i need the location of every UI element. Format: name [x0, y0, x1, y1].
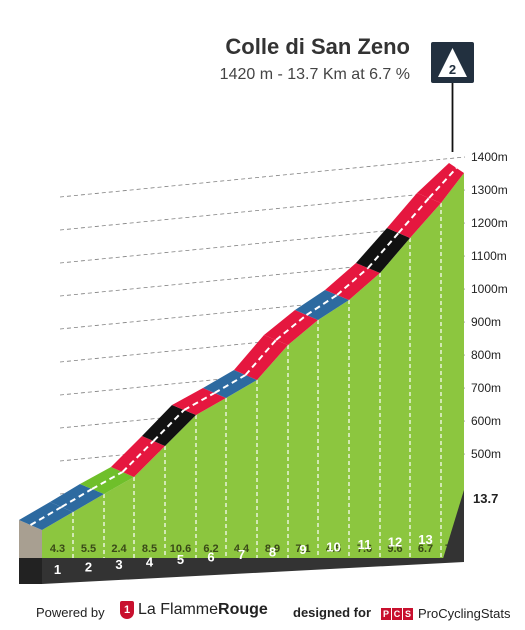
km-label: 9: [299, 542, 306, 557]
la-flamme-rouge-icon: 1: [120, 601, 134, 619]
climb-title: Colle di San Zeno: [225, 34, 410, 59]
base-strip: [42, 558, 464, 584]
total-distance-label: 13.7: [473, 491, 498, 506]
road-centerline: [183, 392, 215, 411]
altitude-gridline: [59, 189, 466, 231]
road-centerline: [367, 232, 400, 269]
road-centerline: [213, 374, 247, 394]
designed-for-text: designed for: [293, 605, 372, 620]
gradient-label: 6.7: [418, 543, 433, 555]
altitude-label: 500m: [471, 447, 501, 461]
profile-start-face: [19, 520, 42, 558]
altitude-label: 1000m: [471, 282, 508, 296]
km-label: 13: [418, 532, 432, 547]
powered-by-text: Powered by: [36, 605, 105, 620]
km-label: 4: [146, 555, 154, 570]
km-label: 7: [238, 547, 245, 562]
gradient-label: 4.4: [234, 543, 250, 555]
road-centerline: [29, 506, 63, 526]
altitude-label: 1100m: [471, 249, 507, 263]
road-centerline: [91, 471, 123, 490]
km-label: 8: [269, 545, 276, 560]
km-divider-lines: [72, 203, 442, 558]
altitude-label: 800m: [471, 348, 501, 362]
road-centerline: [244, 339, 277, 376]
km-label: 5: [177, 552, 184, 567]
gradient-label: 5.5: [81, 543, 96, 555]
gradient-label: 4.3: [50, 543, 65, 555]
gradient-label: 2.4: [111, 543, 127, 555]
gradient-label: 10.6: [170, 543, 191, 555]
road-centerline: [336, 267, 369, 296]
lfr-name-light: La Flamme: [138, 601, 219, 619]
pcs-name: ProCyclingStats: [418, 606, 511, 622]
profile-base: [19, 490, 464, 584]
altitude-label: 1400m: [471, 150, 508, 164]
gradient-label: 9.6: [387, 543, 402, 555]
pcs-letter-p: P: [381, 607, 391, 620]
profile-front-face: [42, 173, 464, 558]
base-side: [19, 558, 42, 584]
km-label: 6: [207, 550, 214, 565]
category-number: 2: [449, 62, 456, 77]
footer: Powered by 1 La FlammeRouge designed for …: [0, 600, 525, 626]
climb-subtitle: 1420 m - 13.7 Km at 6.7 %: [219, 66, 410, 83]
altitude-label: 1300m: [471, 183, 508, 197]
altitude-label: 700m: [471, 381, 501, 395]
km-label: 12: [388, 535, 402, 550]
road-centerline: [60, 488, 93, 508]
altitude-labels: 500m 600m 700m 800m 900m 1000m 1100m 1200m 1300m…: [471, 150, 508, 461]
gradient-label: 8.9: [265, 543, 280, 555]
km-label: 2: [85, 560, 92, 575]
base-right: [442, 490, 464, 562]
road-centerline: [121, 440, 155, 473]
km-label: 11: [358, 537, 372, 552]
pcs-letter-c: C: [392, 607, 402, 620]
gradient-label: 8.5: [142, 543, 157, 555]
road-centerline: [428, 167, 458, 199]
gradient-label: 7.6: [357, 543, 372, 555]
category-triangle-icon: [438, 48, 467, 77]
gradient-label: 7.1: [295, 543, 310, 555]
profile-fill: [19, 173, 464, 558]
la-flamme-rouge-logo[interactable]: 1 La FlammeRouge: [120, 601, 268, 619]
altitude-gridline: [59, 156, 466, 198]
gradient-labels: 4.3 5.5 2.4 8.5 10.6 6.2 4.4 8.9 7.1 4.5 7.6 9.6 6.7…: [50, 543, 461, 555]
procyclingstats-logo[interactable]: P C S ProCyclingStats: [381, 605, 510, 621]
gradient-label: 6.2: [203, 543, 218, 555]
gradient-bands: [19, 163, 464, 530]
lfr-name-bold: Rouge: [218, 601, 268, 619]
altitude-label: 1200m: [471, 216, 508, 230]
altitude-label: 900m: [471, 315, 501, 329]
road-centerline: [305, 294, 338, 316]
category-marker: 2: [431, 42, 474, 152]
gradient-band: [264, 310, 318, 345]
road-centerline: [397, 197, 430, 234]
altitude-label: 600m: [471, 414, 501, 428]
km-label: 10: [326, 540, 340, 555]
road-centerline: [275, 314, 308, 341]
road-centerline: [152, 409, 185, 442]
gradient-label: 4.5: [326, 543, 341, 555]
pcs-letter-s: S: [403, 607, 413, 620]
km-label: 1: [54, 562, 61, 577]
km-label: 3: [115, 557, 122, 572]
